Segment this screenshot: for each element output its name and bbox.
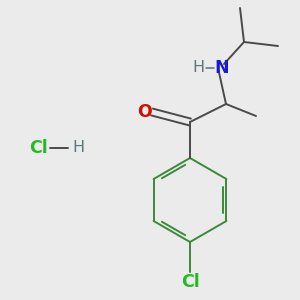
Text: H: H — [72, 140, 84, 155]
Text: O: O — [138, 103, 152, 121]
Text: N: N — [215, 59, 229, 77]
Text: H: H — [192, 61, 204, 76]
Text: Cl: Cl — [28, 139, 47, 157]
Text: Cl: Cl — [181, 273, 200, 291]
